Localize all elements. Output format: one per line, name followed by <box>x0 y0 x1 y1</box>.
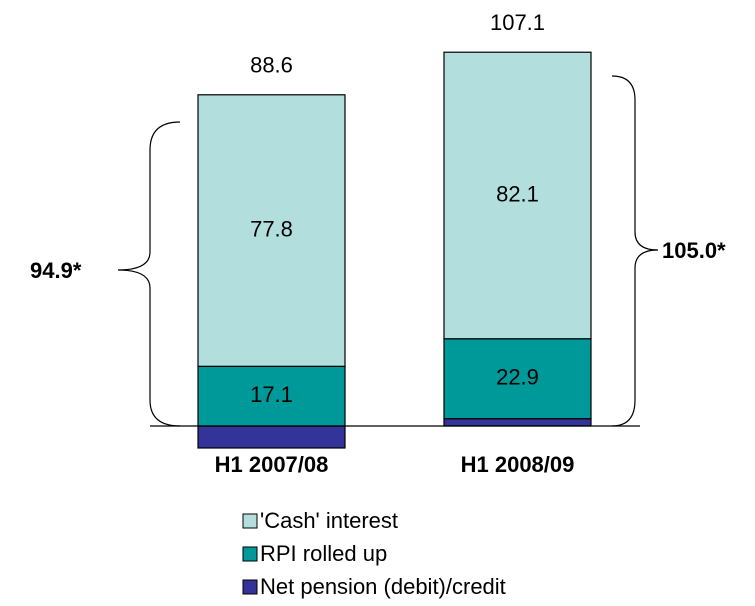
legend-label: Net pension (debit)/credit <box>260 574 506 599</box>
data-label: 22.9 <box>496 365 539 390</box>
legend-label: RPI rolled up <box>260 541 387 566</box>
legend-swatch <box>242 579 258 595</box>
right-brace <box>611 75 659 427</box>
data-label: 17.1 <box>250 382 293 407</box>
bar-segment <box>197 94 346 367</box>
x-tick-label: H1 2008/09 <box>461 452 575 477</box>
data-label: 77.8 <box>250 216 293 241</box>
x-tick-label: H1 2007/08 <box>215 452 329 477</box>
data-label: 82.1 <box>496 181 539 206</box>
total-label: 88.6 <box>250 53 293 78</box>
bar-segment <box>197 365 346 427</box>
bar-segment <box>443 51 592 340</box>
annotation: 94.9* <box>30 258 82 283</box>
bar-segment <box>197 425 346 449</box>
legend-swatch <box>242 513 258 529</box>
left-brace <box>117 121 181 427</box>
legend-swatch <box>242 546 258 562</box>
total-label: 107.1 <box>490 10 545 35</box>
legend-label: 'Cash' interest <box>260 508 398 533</box>
bar-segment <box>443 418 592 427</box>
annotation: 105.0* <box>662 238 726 263</box>
